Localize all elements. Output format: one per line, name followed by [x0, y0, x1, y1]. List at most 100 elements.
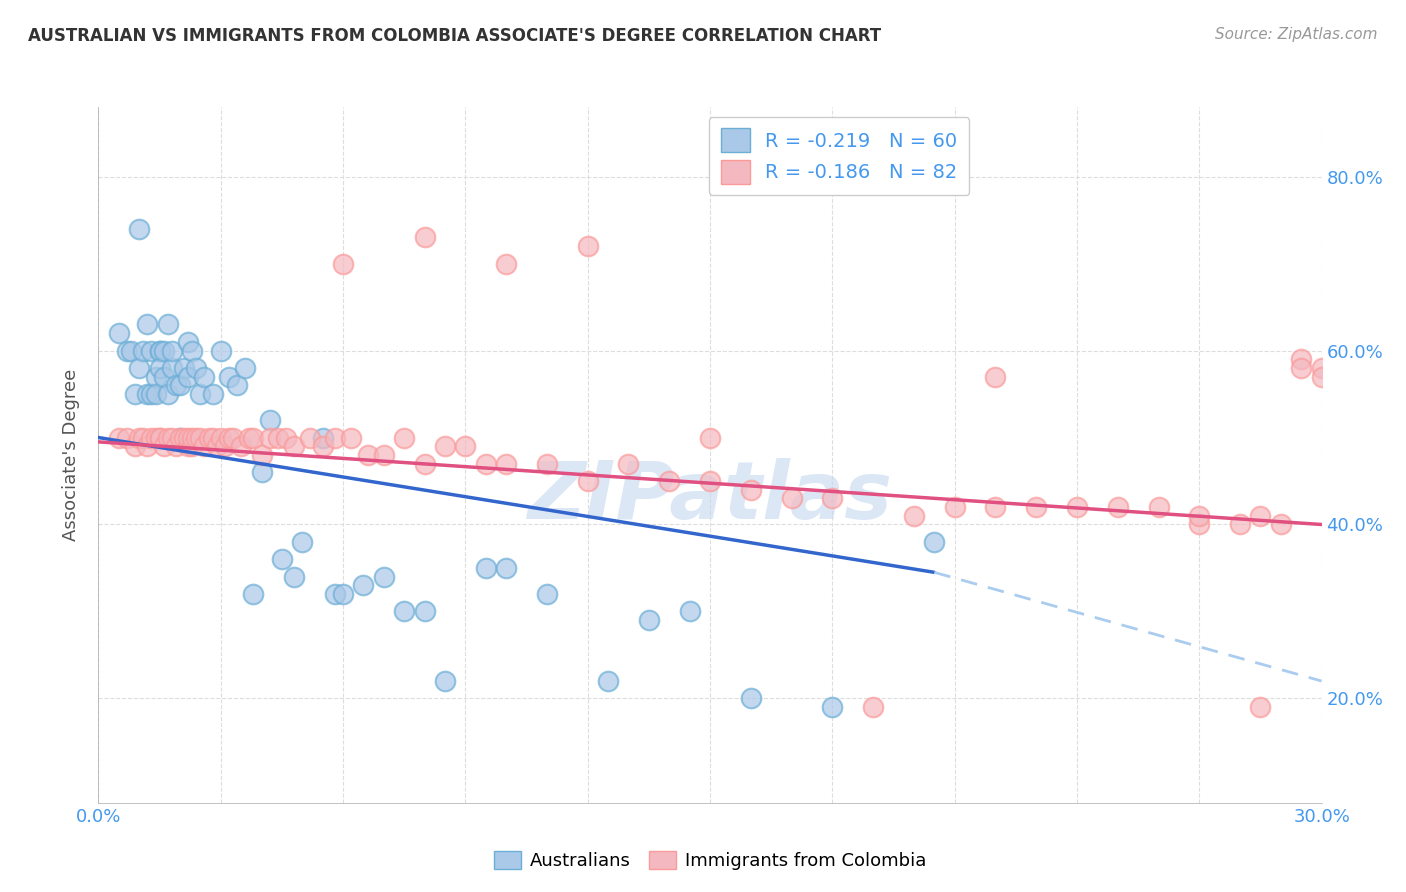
Point	[152, 439, 174, 453]
Point	[1310, 369, 1333, 384]
Point	[214, 439, 236, 453]
Point	[242, 587, 264, 601]
Point	[242, 430, 264, 444]
Y-axis label: Associate's Degree: Associate's Degree	[62, 368, 80, 541]
Point	[1249, 700, 1271, 714]
Point	[177, 369, 200, 384]
Point	[259, 430, 281, 444]
Point	[108, 430, 131, 444]
Point	[259, 413, 281, 427]
Point	[222, 430, 245, 444]
Point	[160, 430, 183, 444]
Point	[108, 326, 131, 340]
Point	[186, 430, 208, 444]
Point	[474, 561, 498, 575]
Point	[231, 439, 253, 453]
Point	[740, 483, 762, 497]
Point	[136, 387, 159, 401]
Point	[1291, 352, 1313, 367]
Point	[132, 430, 155, 444]
Point	[780, 491, 803, 506]
Point	[165, 378, 187, 392]
Point	[156, 318, 179, 332]
Point	[132, 343, 155, 358]
Point	[181, 439, 204, 453]
Point	[1188, 517, 1211, 532]
Point	[1249, 508, 1271, 523]
Point	[270, 552, 294, 566]
Point	[352, 578, 374, 592]
Point	[922, 534, 945, 549]
Point	[821, 491, 844, 506]
Point	[218, 430, 240, 444]
Point	[141, 387, 163, 401]
Point	[177, 334, 200, 349]
Point	[186, 361, 208, 376]
Point	[128, 222, 150, 236]
Point	[454, 439, 477, 453]
Point	[201, 430, 224, 444]
Point	[1270, 517, 1292, 532]
Point	[434, 674, 457, 689]
Point	[120, 343, 142, 358]
Point	[283, 570, 305, 584]
Point	[136, 439, 159, 453]
Point	[124, 439, 146, 453]
Point	[250, 448, 273, 462]
Point	[238, 430, 260, 444]
Point	[1025, 500, 1047, 514]
Point	[434, 439, 457, 453]
Text: AUSTRALIAN VS IMMIGRANTS FROM COLOMBIA ASSOCIATE'S DEGREE CORRELATION CHART: AUSTRALIAN VS IMMIGRANTS FROM COLOMBIA A…	[28, 27, 882, 45]
Point	[267, 430, 290, 444]
Point	[1310, 361, 1333, 376]
Point	[576, 239, 599, 253]
Point	[169, 430, 191, 444]
Point	[181, 343, 204, 358]
Point	[495, 257, 517, 271]
Point	[413, 457, 436, 471]
Point	[373, 570, 395, 584]
Point	[1066, 500, 1088, 514]
Point	[177, 439, 200, 453]
Point	[218, 369, 240, 384]
Point	[323, 587, 346, 601]
Point	[312, 439, 335, 453]
Point	[156, 430, 179, 444]
Point	[149, 361, 172, 376]
Point	[984, 500, 1007, 514]
Point	[495, 561, 517, 575]
Point	[332, 587, 354, 601]
Point	[160, 361, 183, 376]
Text: ZIPatlas: ZIPatlas	[527, 458, 893, 536]
Point	[1147, 500, 1170, 514]
Point	[699, 430, 721, 444]
Point	[128, 430, 150, 444]
Point	[165, 439, 187, 453]
Point	[149, 430, 172, 444]
Point	[152, 343, 174, 358]
Point	[149, 343, 172, 358]
Point	[188, 430, 212, 444]
Point	[943, 500, 966, 514]
Point	[181, 430, 204, 444]
Point	[392, 430, 416, 444]
Point	[250, 466, 273, 480]
Point	[679, 605, 702, 619]
Point	[283, 439, 305, 453]
Point	[536, 587, 558, 601]
Point	[205, 439, 228, 453]
Point	[145, 387, 167, 401]
Point	[392, 605, 416, 619]
Point	[291, 534, 314, 549]
Point	[160, 343, 183, 358]
Point	[115, 430, 138, 444]
Point	[740, 691, 762, 706]
Point	[226, 378, 249, 392]
Point	[145, 369, 167, 384]
Point	[149, 343, 172, 358]
Point	[413, 605, 436, 619]
Point	[821, 700, 844, 714]
Point	[233, 361, 256, 376]
Point	[188, 387, 212, 401]
Point	[193, 369, 215, 384]
